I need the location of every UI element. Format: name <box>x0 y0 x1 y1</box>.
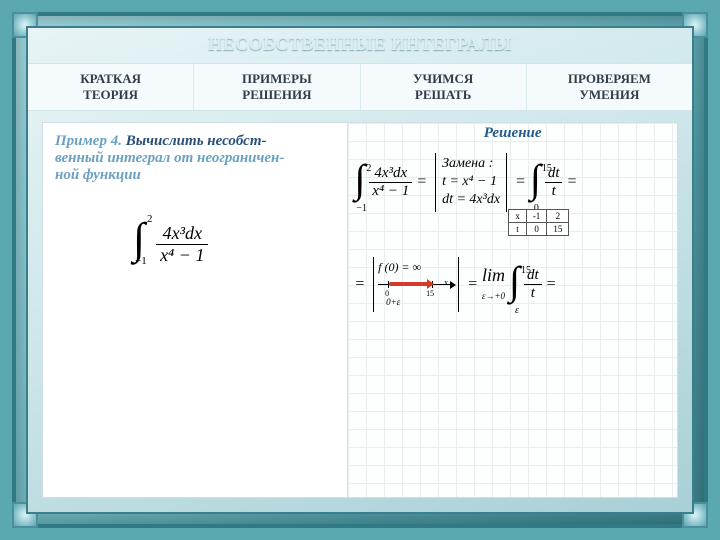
int1-frac: 4x³dx x⁴ − 1 <box>369 165 412 200</box>
integral-den: x⁴ − 1 <box>156 245 208 266</box>
integral-lower: −1 <box>135 257 147 266</box>
subst-line3: dt = 4x³dx <box>442 192 500 207</box>
table-cell: t <box>509 223 527 236</box>
eq-sign: = <box>566 173 577 190</box>
lim-den: t <box>524 285 542 302</box>
integral-fraction: 4x³dx x⁴ − 1 <box>156 223 208 266</box>
tab-learn[interactable]: УЧИМСЯ РЕШАТЬ <box>361 64 527 110</box>
page-title: НЕСОБСТВЕННЫЕ ИНТЕГРАЛЫ <box>28 28 692 63</box>
solution-title: Решение <box>348 125 677 142</box>
problem-integral: ∫ 2 −1 4x³dx x⁴ − 1 <box>133 213 208 262</box>
problem-line1: Вычислить несобст- <box>126 133 267 149</box>
eq-sign: = <box>354 275 365 292</box>
int1-den: x⁴ − 1 <box>369 183 412 200</box>
xt-table-wrap: x-12 t015 <box>508 209 569 236</box>
eq-sign: = <box>416 173 427 190</box>
eq-sign: = <box>515 173 526 190</box>
tabs-bar: КРАТКАЯ ТЕОРИЯ ПРИМЕРЫ РЕШЕНИЯ УЧИМСЯ РЕ… <box>28 63 692 111</box>
integral-sign-icon: ∫ <box>530 165 541 193</box>
int1-lower: −1 <box>356 203 367 214</box>
lim-lower: ε <box>515 305 519 316</box>
numline-x: x <box>444 278 448 288</box>
int2-upper: 15 <box>542 163 552 174</box>
eq-sign: = <box>546 275 557 292</box>
f0-text: f (0) = ∞ <box>378 260 421 274</box>
problem-line3: ной функции <box>55 167 141 183</box>
problem-statement: Пример 4. Вычислить несобст- венный инте… <box>55 133 335 184</box>
lim-sub: ε→+0 <box>482 291 505 301</box>
numberline-box: f (0) = ∞ 0 15 x 0+ε <box>373 257 459 312</box>
tab-theory[interactable]: КРАТКАЯ ТЕОРИЯ <box>28 64 194 110</box>
int1-num: 4x³dx <box>369 165 412 183</box>
inner-frame: НЕСОБСТВЕННЫЕ ИНТЕГРАЛЫ КРАТКАЯ ТЕОРИЯ П… <box>26 26 694 514</box>
content-area: Пример 4. Вычислить несобст- венный инте… <box>42 122 678 498</box>
integral-sign-icon: ∫ <box>509 267 520 295</box>
problem-line2: венный интеграл от неограничен- <box>55 150 284 166</box>
lim-text: lim <box>482 265 505 285</box>
lim-upper: 15 <box>521 265 531 276</box>
numline-left: 0 <box>385 289 389 299</box>
solution-line1: ∫ 2 −1 4x³dx x⁴ − 1 = Замена : t = x⁴ − … <box>354 153 577 212</box>
number-line-icon: 0 15 x <box>378 276 454 294</box>
solution-pane: Решение ∫ 2 −1 4x³dx x⁴ − 1 = Замена : <box>347 123 677 497</box>
table-cell: -1 <box>526 210 547 223</box>
tab-examples[interactable]: ПРИМЕРЫ РЕШЕНИЯ <box>194 64 360 110</box>
substitution-table: x-12 t015 <box>508 209 569 236</box>
problem-lead: Пример 4. <box>55 133 126 149</box>
problem-pane: Пример 4. Вычислить несобст- венный инте… <box>43 123 347 497</box>
outer-frame: НЕСОБСТВЕННЫЕ ИНТЕГРАЛЫ КРАТКАЯ ТЕОРИЯ П… <box>12 12 708 528</box>
numline-right: 15 <box>426 289 434 299</box>
integral-num: 4x³dx <box>156 223 208 245</box>
int2-den: t <box>545 183 563 200</box>
solution-line2: = f (0) = ∞ 0 15 x 0+ε <box>354 257 556 312</box>
tab-check[interactable]: ПРОВЕРЯЕМ УМЕНИЯ <box>527 64 692 110</box>
subst-line1: Замена : <box>442 156 493 171</box>
int1-upper: 2 <box>366 163 371 174</box>
table-cell: 0 <box>526 223 547 236</box>
red-arrow-icon <box>389 282 429 286</box>
eq-sign: = <box>467 275 478 292</box>
limit-expr: lim ε→+0 <box>482 265 505 304</box>
table-cell: x <box>509 210 527 223</box>
subst-line2: t = x⁴ − 1 <box>442 174 497 189</box>
table-cell: 2 <box>547 210 569 223</box>
integral-upper: 2 <box>147 215 153 224</box>
integral-sign-icon: ∫ 2 −1 <box>133 221 145 256</box>
table-cell: 15 <box>547 223 569 236</box>
substitution-box: Замена : t = x⁴ − 1 dt = 4x³dx <box>435 153 507 212</box>
integral-sign-icon: ∫ <box>354 165 365 193</box>
